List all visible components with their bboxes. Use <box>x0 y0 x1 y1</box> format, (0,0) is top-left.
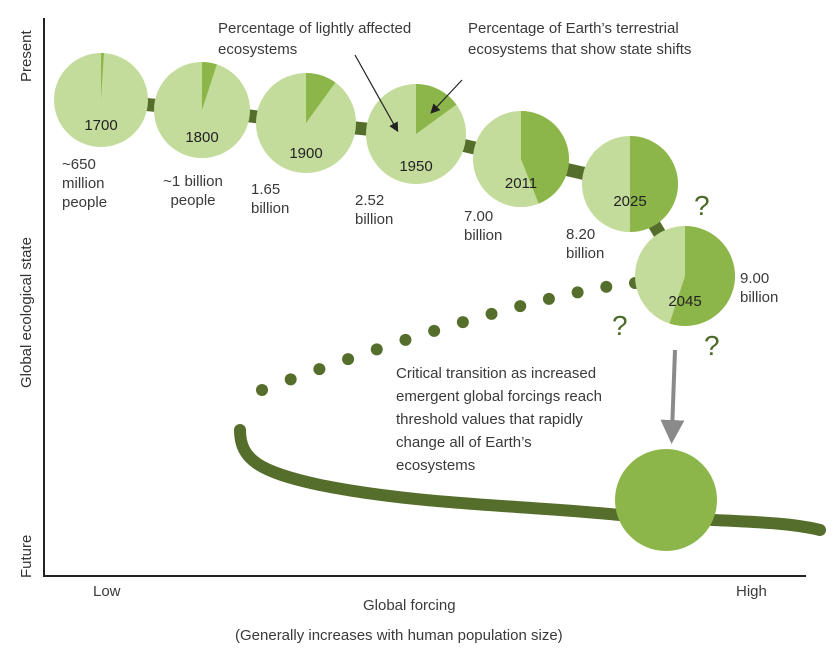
population-label: 2.52 billion <box>355 192 394 228</box>
lightly-affected-annotation: Percentage of lightly affected ecosystem… <box>218 20 412 58</box>
population-label: 8.20 billion <box>566 226 605 262</box>
pie-1700: 1700 <box>54 53 148 147</box>
pointer-arrow-lightly <box>354 54 399 133</box>
unstable-branch-dot <box>284 373 297 386</box>
unstable-branch-dot <box>514 300 527 313</box>
population-label: 9.00 billion <box>740 270 779 306</box>
question-mark: ? <box>704 330 720 361</box>
population-label: ~1 billion people <box>163 173 223 209</box>
pointer-arrow-shifts <box>430 79 463 114</box>
lower-trajectory <box>234 424 826 536</box>
unstable-branch-dot <box>456 316 469 329</box>
x-axis-label: Global forcing <box>363 597 456 614</box>
pie-2045: 2045 <box>635 226 735 326</box>
pie-state-shift-slice <box>521 111 569 204</box>
question-mark: ? <box>694 190 710 221</box>
unstable-branch-dot <box>256 384 268 396</box>
pie-1950: 1950 <box>366 84 466 184</box>
population-label: 7.00 billion <box>464 208 503 244</box>
pie-year-label: 2025 <box>613 193 646 210</box>
unstable-branch-dot <box>542 292 555 305</box>
y-top-label: Present <box>18 30 35 82</box>
pie-year-label: 1950 <box>399 158 432 175</box>
pie-state-shift-slice <box>202 62 217 110</box>
pie-year-label: 1900 <box>289 145 322 162</box>
question-mark: ? <box>612 310 628 341</box>
state-shifts-annotation: Percentage of Earth’s terrestrial ecosys… <box>468 20 692 58</box>
x-axis-note: (Generally increases with human populati… <box>235 627 563 644</box>
pie-year-label: 2045 <box>668 293 701 310</box>
unstable-branch-dot <box>571 286 584 299</box>
pie-state-shift-slice <box>630 136 678 232</box>
future-state-circle <box>615 449 717 551</box>
pie-2011: 2011 <box>473 111 569 207</box>
x-high-label: High <box>736 583 767 600</box>
pie-1800: 1800 <box>154 62 250 158</box>
unstable-branch-dot <box>342 353 355 366</box>
pie-year-label: 1800 <box>185 129 218 146</box>
transition-arrow <box>660 349 685 444</box>
pie-year-label: 1700 <box>84 117 117 134</box>
unstable-branch-dot <box>428 324 441 337</box>
pie-2025: 2025 <box>582 136 678 232</box>
critical-transition-annotation: Critical transition as increased emergen… <box>396 365 602 474</box>
x-low-label: Low <box>93 583 121 600</box>
unstable-branch-dot <box>370 343 383 356</box>
unstable-branch-dot <box>313 363 326 376</box>
pie-state-shift-slice <box>669 226 735 326</box>
population-label: 1.65 billion <box>251 181 290 217</box>
y-bottom-label: Future <box>18 534 35 578</box>
unstable-branch-dot <box>600 280 613 293</box>
pie-state-shift-slice <box>101 53 104 100</box>
pie-year-label: 2011 <box>505 175 537 192</box>
unstable-branch-dot <box>485 307 498 320</box>
pie-1900: 1900 <box>256 73 356 173</box>
unstable-branch-dots <box>256 277 641 396</box>
y-axis-label: Global ecological state <box>18 237 35 388</box>
population-label: ~650 million people <box>62 156 108 211</box>
pie-state-shift-slice <box>306 73 336 123</box>
unstable-branch-dot <box>399 333 412 346</box>
